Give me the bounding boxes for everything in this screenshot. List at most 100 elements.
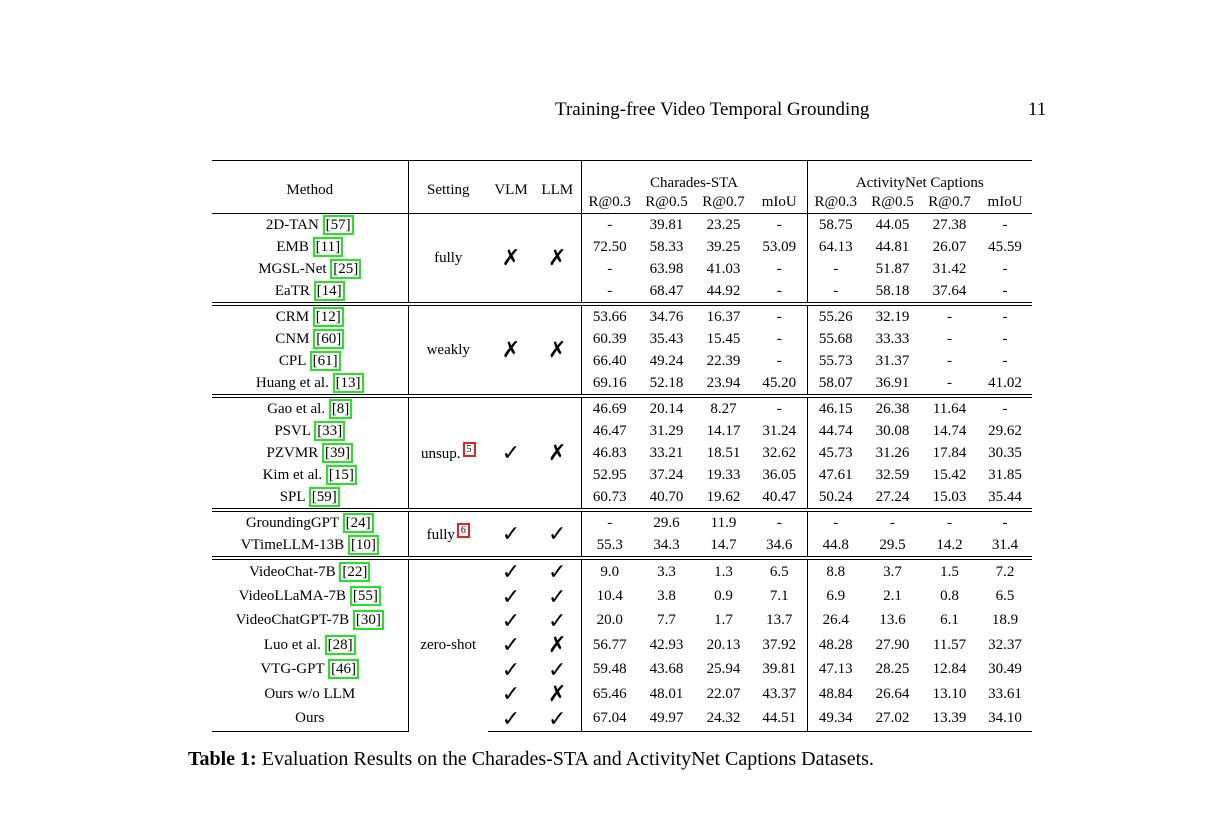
value-cell: - [752, 394, 808, 420]
value-cell: 37.24 [649, 466, 684, 483]
value-cell: 44.81 [875, 238, 910, 255]
table-section: GroundingGPT [24] fully 6 ✓ ✓ -29.6 11.9- - - - - V… [212, 508, 1033, 558]
value-cell: 25.94 [706, 661, 741, 678]
metric-header: mIoU [761, 193, 797, 210]
value-cell: 27.02 [864, 706, 922, 732]
method-cell: Huang et al. [13] [212, 372, 408, 396]
value-cell: 48.84 [806, 681, 865, 707]
value-cell: 34.76 [638, 302, 695, 328]
value-cell: - [580, 280, 638, 304]
method-cell: CNM [60] [212, 328, 408, 350]
value-cell: 35.44 [988, 488, 1022, 505]
value-cell: 27.24 [875, 488, 910, 505]
vlm-mark: ✓ [501, 656, 521, 682]
value-cell: - [921, 508, 979, 534]
value-cell: 31.85 [988, 466, 1022, 483]
value-cell: 13.7 [766, 612, 793, 629]
value-cell: 47.61 [806, 464, 865, 486]
table-row: Ours ✓ ✓ 67.04 49.97 24.32 44.51 49.34 27.02 13.3… [212, 706, 1033, 732]
results-table: Method Setting VLM LLM Charades-STA Acti… [212, 160, 1033, 732]
method-cell: CPL [61] [212, 350, 408, 372]
value-cell: 20.14 [638, 394, 695, 420]
llm-mark: ✓ [548, 583, 567, 609]
value-cell: 44.74 [806, 420, 865, 442]
citation: [28] [324, 634, 356, 655]
footnote-ref: 6 [456, 522, 470, 538]
value-cell: 26.4 [806, 608, 865, 634]
value-cell: 39.25 [706, 238, 741, 255]
value-cell: 40.70 [649, 488, 684, 505]
method-name: MGSL-Net [258, 260, 327, 277]
value-cell: 31.24 [762, 422, 797, 439]
llm-mark: ✗ [534, 394, 581, 510]
value-cell: 15.03 [932, 488, 967, 505]
vlm-mark: ✓ [488, 508, 534, 558]
value-cell: 3.3 [638, 555, 695, 585]
value-cell: - [1002, 282, 1008, 299]
value-cell: 51.87 [875, 260, 910, 277]
setting-cell: fully 6 [407, 508, 488, 558]
method-name: VideoLLaMA-7B [238, 588, 347, 605]
value-cell: 48.28 [806, 633, 865, 658]
value-cell: 23.25 [695, 213, 752, 236]
value-cell: 3.7 [864, 555, 922, 585]
value-cell: 6.9 [806, 584, 865, 609]
metric-header: mIoU [987, 193, 1023, 210]
page-number: 11 [1028, 99, 1047, 120]
method-name: CPL [278, 352, 306, 369]
citation: [12] [312, 306, 344, 327]
method-name: Gao et al. [267, 400, 326, 417]
value-cell: 36.05 [762, 466, 797, 483]
value-cell: - [1002, 260, 1008, 277]
llm-mark: ✓ [534, 508, 581, 558]
method-name: PZVMR [266, 444, 319, 461]
value-cell: - [1002, 330, 1008, 347]
method-cell: VideoLLaMA-7B [55] [212, 584, 408, 608]
table-row: Gao et al. [8] unsup. 5 ✓ ✗ 46.69 20.14 8.27-46… [212, 394, 1033, 510]
value-cell: 66.40 [580, 350, 638, 372]
metric-header: R@0.3 [580, 191, 638, 214]
value-cell: 8.27 [695, 394, 752, 420]
value-cell: 13.10 [932, 685, 967, 702]
value-cell: 22.07 [706, 685, 741, 702]
value-cell: 14.7 [710, 536, 737, 553]
value-cell: 26.64 [875, 685, 910, 702]
value-cell: 11.9 [695, 508, 752, 534]
method-cell: VideoChatGPT-7B [30] [212, 609, 408, 633]
group-header: Charades-STA [580, 160, 808, 191]
table-row: Huang et al. [13] 69.16 52.18 23.94 45.20 58.… [212, 372, 1032, 396]
value-cell: 55.26 [806, 302, 865, 328]
value-cell: 44.8 [806, 534, 865, 558]
method-cell: EMB [11] [212, 236, 408, 258]
col-header: LLM [534, 160, 581, 214]
value-cell: 14.2 [936, 536, 963, 553]
value-cell: 1.7 [714, 612, 733, 629]
footnote-ref: 5 [462, 441, 476, 457]
value-cell: 20.0 [580, 608, 638, 634]
value-cell: 27.90 [875, 636, 910, 653]
value-cell: 7.2 [978, 555, 1033, 585]
value-cell: 49.34 [806, 706, 865, 732]
value-cell: 32.37 [988, 636, 1022, 653]
table-row: 2D-TAN [57] fully ✗ ✗ -39.81 23.25-58.75 44.05… [212, 213, 1033, 304]
value-cell: 6.1 [940, 612, 959, 629]
value-cell: 49.24 [649, 352, 684, 369]
setting: unsup. [420, 445, 461, 462]
table-row: Ours w/o LLM ✓ ✗ 65.46 48.01 22.07 43.37 48.84 2… [212, 681, 1032, 707]
value-cell: 18.9 [991, 612, 1019, 629]
value-cell: 29.5 [879, 536, 906, 553]
method-name: CRM [275, 308, 310, 325]
value-cell: - [776, 260, 782, 277]
value-cell: 48.01 [649, 685, 684, 702]
value-cell: 31.29 [649, 422, 684, 439]
value-cell: 41.03 [706, 260, 741, 277]
value-cell: 58.07 [806, 372, 865, 396]
vlm-mark: ✓ [488, 706, 534, 732]
llm-mark: ✓ [548, 656, 567, 682]
metric-header: R@0.3 [806, 191, 865, 214]
value-cell: 46.47 [580, 420, 638, 442]
setting-cell: unsup. 5 [407, 394, 488, 510]
value-cell: 1.5 [921, 555, 979, 585]
vlm-mark: ✓ [501, 681, 521, 707]
